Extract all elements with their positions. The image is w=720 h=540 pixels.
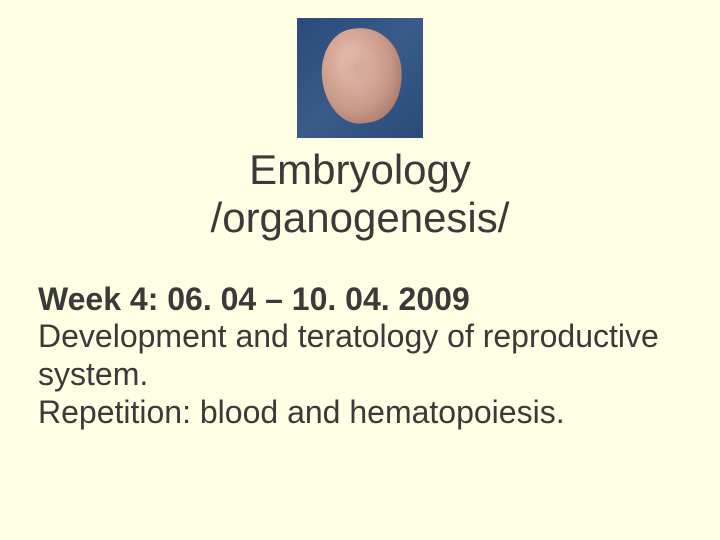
- body-line-1: Development and teratology of reproducti…: [38, 318, 690, 356]
- title-line-2: /organogenesis/: [211, 194, 510, 241]
- embryo-inner-detail: [336, 44, 376, 88]
- week-date-line: Week 4: 06. 04 – 10. 04. 2009: [38, 281, 690, 319]
- embryo-shape: [316, 23, 408, 128]
- title-line-1: Embryology: [249, 146, 471, 193]
- slide-body: Week 4: 06. 04 – 10. 04. 2009 Developmen…: [30, 281, 690, 432]
- body-line-2: system.: [38, 356, 690, 394]
- embryo-image: [297, 18, 423, 138]
- slide-title: Embryology /organogenesis/: [30, 146, 690, 243]
- body-line-3: Repetition: blood and hematopoiesis.: [38, 394, 690, 432]
- slide-container: Embryology /organogenesis/ Week 4: 06. 0…: [0, 0, 720, 540]
